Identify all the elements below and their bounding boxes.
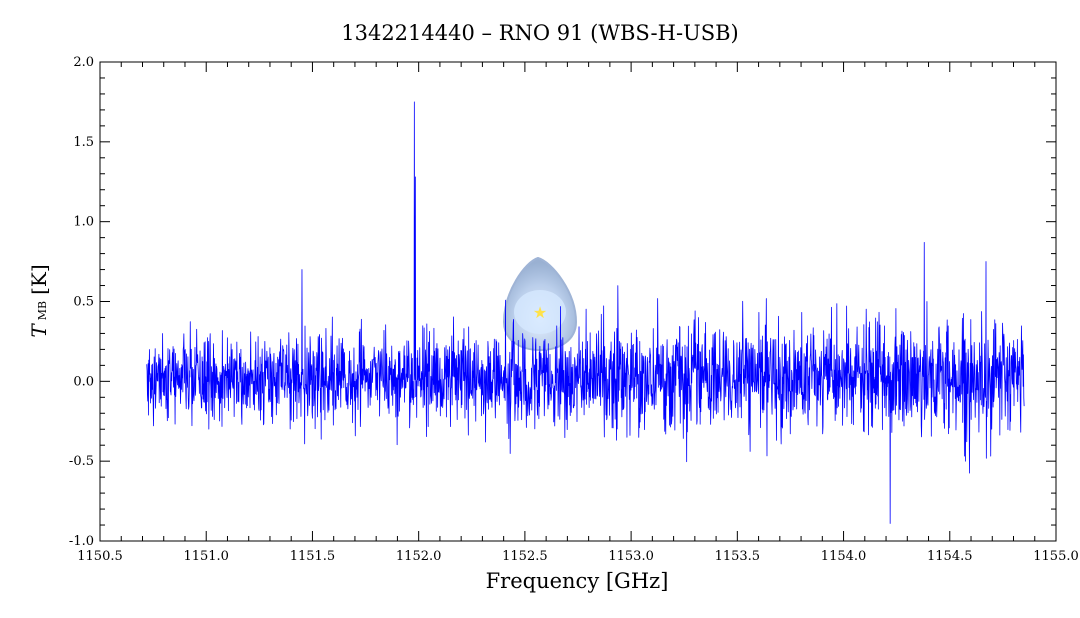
y-axis-label: T MB [K] — [27, 264, 51, 337]
x-tick-label: 1153.0 — [608, 549, 654, 564]
x-tick-label: 1153.5 — [715, 549, 761, 564]
tick-labels: 1150.5 1151.0 1151.5 1152.0 1152.5 1153.0 1153… — [69, 55, 1079, 564]
y-axis-symbol: T — [27, 323, 51, 338]
chart-title: 1342214440 – RNO 91 (WBS-H-USB) — [341, 21, 739, 45]
x-tick-label: 1152.0 — [396, 549, 442, 564]
y-tick-label: 2.0 — [73, 55, 94, 70]
axis-ticks — [99, 61, 1057, 542]
x-tick-label: 1155.0 — [1033, 549, 1079, 564]
spectrum-trace — [146, 101, 1025, 524]
y-tick-label: 1.0 — [73, 215, 94, 230]
x-tick-label: 1152.5 — [502, 549, 548, 564]
y-tick-label: 0.0 — [73, 374, 94, 389]
x-tick-label: 1150.5 — [77, 549, 123, 564]
y-axis-subscript: MB — [36, 301, 49, 320]
herschel-logo-icon: ★ — [502, 256, 578, 352]
y-axis-unit: [K] — [27, 264, 51, 295]
y-tick-label: -1.0 — [69, 534, 94, 549]
x-axis-label: Frequency [GHz] — [486, 569, 669, 593]
x-tick-label: 1154.0 — [821, 549, 867, 564]
y-tick-label: -0.5 — [69, 454, 94, 469]
x-tick-label: 1151.5 — [290, 549, 336, 564]
y-tick-label: 0.5 — [73, 295, 94, 310]
x-tick-label: 1154.5 — [927, 549, 973, 564]
svg-text:★: ★ — [533, 303, 547, 322]
x-tick-label: 1151.0 — [183, 549, 229, 564]
y-tick-label: 1.5 — [73, 135, 94, 150]
plot-frame — [99, 61, 1057, 542]
